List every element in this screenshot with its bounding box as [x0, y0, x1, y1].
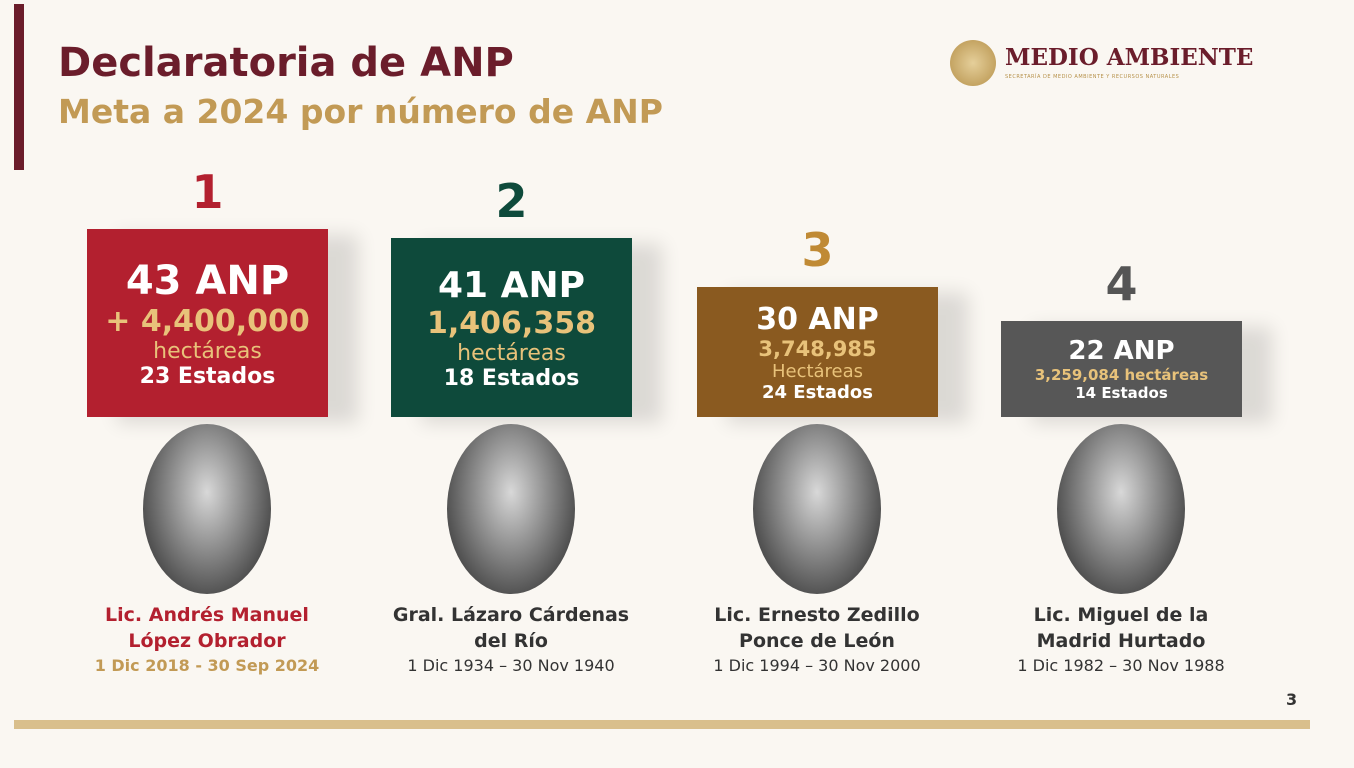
anp-card: 30 ANP 3,748,985 Hectáreas 24 Estados	[697, 287, 938, 417]
states: 18 Estados	[443, 365, 580, 391]
area: + 4,400,000	[105, 303, 310, 339]
anp-count: 41 ANP	[437, 264, 585, 306]
anp-card: 22 ANP 3,259,084 hectáreas 14 Estados	[1001, 321, 1242, 417]
area-unit: hectáreas	[153, 338, 262, 364]
states: 24 Estados	[761, 381, 874, 403]
name: Gral. Lázaro Cárdenas	[392, 604, 630, 626]
anp-card: 43 ANP + 4,400,000 hectáreas 23 Estados	[87, 229, 328, 417]
area-unit: hectáreas	[457, 340, 566, 366]
anp-count: 30 ANP	[756, 301, 879, 337]
footer-line	[14, 720, 1310, 729]
logo: MEDIO AMBIENTE	[1005, 44, 1254, 71]
accent-bar	[14, 4, 24, 170]
name: Lic. Ernesto Zedillo	[714, 604, 920, 626]
dates: 1 Dic 2018 - 30 Sep 2024	[94, 656, 320, 675]
anp-count: 43 ANP	[125, 257, 290, 304]
area: 1,406,358	[427, 305, 596, 341]
rank-number: 2	[495, 174, 528, 228]
area: 3,748,985	[758, 336, 877, 361]
name: López Obrador	[128, 630, 286, 652]
name: Lic. Andrés Manuel	[105, 604, 309, 626]
dates: 1 Dic 1934 – 30 Nov 1940	[407, 656, 615, 675]
title: Declaratoria de ANP	[58, 40, 514, 86]
subtitle: Meta a 2024 por número de ANP	[58, 92, 663, 131]
dates: 1 Dic 1982 – 30 Nov 1988	[1017, 656, 1225, 675]
states: 23 Estados	[139, 363, 276, 389]
portrait	[143, 424, 271, 594]
anp-count: 22 ANP	[1068, 336, 1175, 366]
name: Madrid Hurtado	[1036, 630, 1206, 652]
name: del Río	[474, 630, 548, 652]
states: 14 Estados	[1075, 384, 1168, 402]
area: 3,259,084 hectáreas	[1034, 366, 1209, 384]
portrait	[1057, 424, 1185, 594]
logo-subtitle: SECRETARÍA DE MEDIO AMBIENTE Y RECURSOS …	[1005, 74, 1180, 80]
rank-number: 1	[191, 165, 224, 219]
name: Ponce de León	[739, 630, 895, 652]
page-number: 3	[1286, 690, 1298, 709]
dates: 1 Dic 1994 – 30 Nov 2000	[713, 656, 921, 675]
name: Lic. Miguel de la	[1033, 604, 1209, 626]
anp-card: 41 ANP 1,406,358 hectáreas 18 Estados	[391, 238, 632, 417]
rank-number: 3	[801, 223, 834, 277]
rank-number: 4	[1105, 257, 1138, 311]
seal	[950, 40, 996, 86]
area-unit: Hectáreas	[771, 360, 864, 382]
portrait	[753, 424, 881, 594]
portrait	[447, 424, 575, 594]
